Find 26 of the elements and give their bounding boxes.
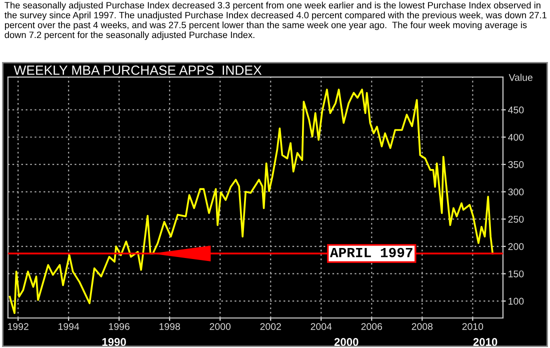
x-tick-label: 2002: [260, 323, 281, 330]
x-tick-label: 2010: [462, 323, 484, 330]
text: 2000: [334, 338, 358, 346]
line-series: [8, 88, 494, 314]
y-tick-label: 350: [508, 161, 524, 168]
text: The seasonally adjusted Purchase Index decreased 3.3 percent from one week earlier and is the lowest Purchase Index observed in the survey since April 1997. The unadjusted Purchase Index decreased 4.0 percent compared with the previous week, was down 27.1 percent over the past 4 weeks, and was 27.5 percent lower than the same week one year ago. The four week moving average is down 7.2 percent for the seasonally adjusted Purchase Index.: [4, 2, 546, 40]
text: 2010: [473, 338, 498, 346]
x-tick-label: 1992: [8, 323, 28, 330]
text: 1990: [102, 338, 126, 346]
x-tick-label: 1996: [109, 323, 130, 330]
x-tick-label: 2004: [310, 323, 332, 330]
y-tick-label: 250: [508, 216, 524, 223]
x-tick-label: 2008: [412, 323, 433, 330]
y-tick-label: 100: [508, 298, 524, 305]
x-tick-label: 1994: [58, 323, 80, 330]
y-axis-title: Value: [508, 74, 532, 81]
y-tick-label: 200: [508, 243, 524, 250]
chart-title: WEEKLY MBA PURCHASE APPS INDEX: [14, 66, 262, 75]
x-tick-label: 1998: [160, 323, 180, 330]
y-tick-label: 150: [508, 270, 524, 278]
y-tick-label: 450: [508, 106, 524, 114]
x-tick-label: 2006: [361, 323, 382, 330]
ref-line-label: APRIL 1997: [330, 248, 412, 258]
y-tick-label: 400: [508, 134, 524, 141]
y-tick-label: 300: [508, 188, 524, 196]
x-tick-label: 2000: [210, 323, 231, 330]
